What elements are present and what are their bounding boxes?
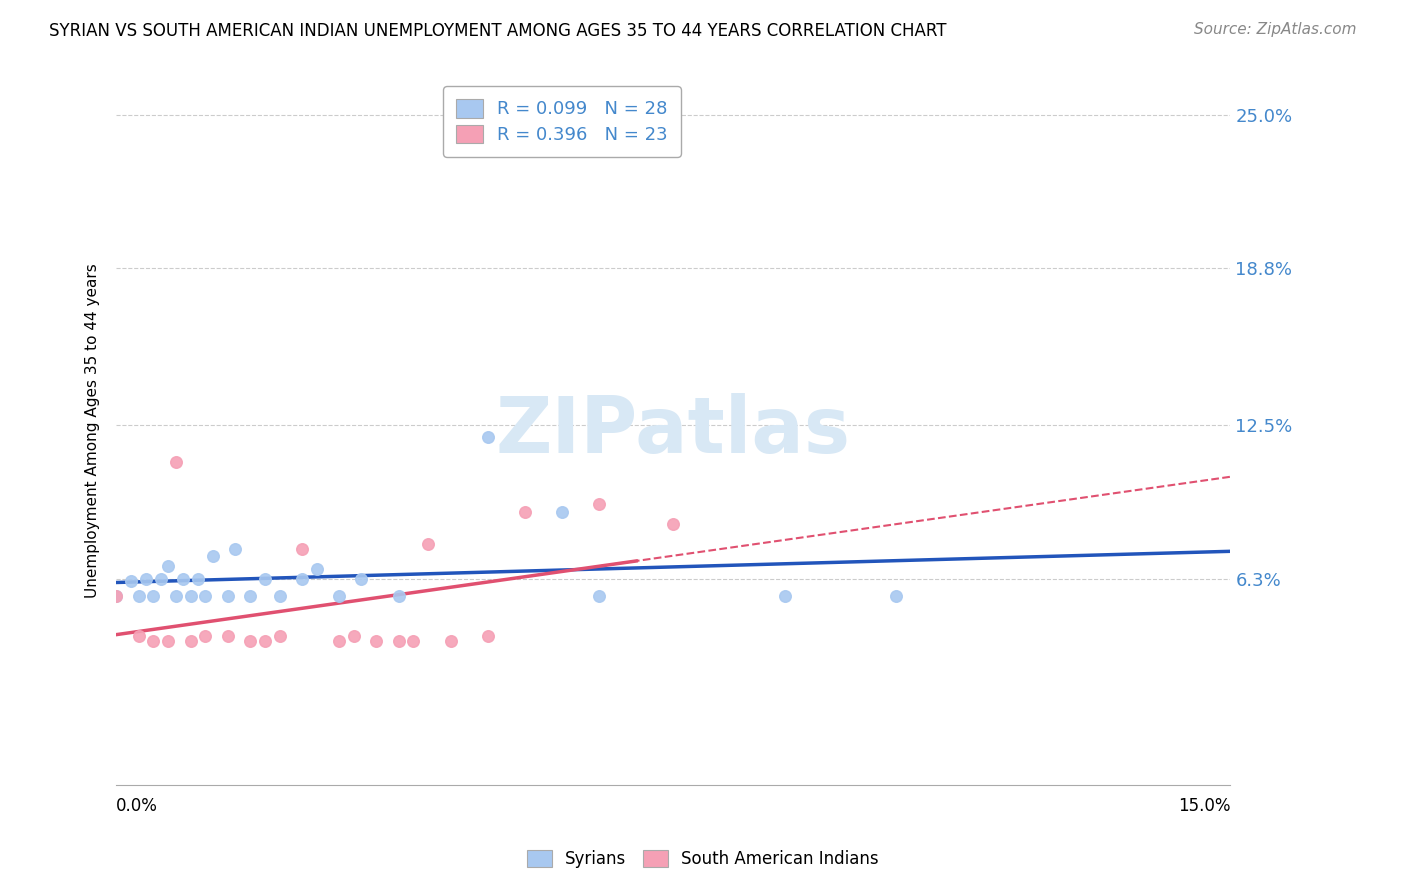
Point xyxy=(239,633,262,648)
Point xyxy=(291,541,314,556)
Point xyxy=(269,629,291,643)
Point xyxy=(328,589,350,603)
Point xyxy=(477,629,499,643)
Legend: Syrians, South American Indians: Syrians, South American Indians xyxy=(520,843,886,875)
Point xyxy=(180,589,202,603)
Point xyxy=(157,559,180,574)
Point xyxy=(588,589,610,603)
Text: ZIPatlas: ZIPatlas xyxy=(496,393,851,469)
Point xyxy=(662,516,685,531)
Point xyxy=(418,537,440,551)
Point xyxy=(142,589,165,603)
Y-axis label: Unemployment Among Ages 35 to 44 years: Unemployment Among Ages 35 to 44 years xyxy=(86,264,100,599)
Point xyxy=(194,629,217,643)
Point xyxy=(224,541,246,556)
Point xyxy=(253,572,276,586)
Point xyxy=(201,549,224,564)
Text: Source: ZipAtlas.com: Source: ZipAtlas.com xyxy=(1194,22,1357,37)
Point xyxy=(120,574,142,588)
Point xyxy=(165,589,187,603)
Point xyxy=(305,562,328,576)
Legend: R = 0.099   N = 28, R = 0.396   N = 23: R = 0.099 N = 28, R = 0.396 N = 23 xyxy=(443,87,681,157)
Point xyxy=(513,505,536,519)
Point xyxy=(773,589,796,603)
Point xyxy=(157,633,180,648)
Point xyxy=(350,572,373,586)
Point xyxy=(142,633,165,648)
Point xyxy=(172,572,194,586)
Point xyxy=(105,589,128,603)
Point xyxy=(343,629,366,643)
Point xyxy=(387,589,409,603)
Point xyxy=(187,572,209,586)
Point xyxy=(194,589,217,603)
Point xyxy=(269,589,291,603)
Point xyxy=(551,505,574,519)
Text: 15.0%: 15.0% xyxy=(1178,797,1230,815)
Point xyxy=(239,589,262,603)
Point xyxy=(128,629,150,643)
Text: SYRIAN VS SOUTH AMERICAN INDIAN UNEMPLOYMENT AMONG AGES 35 TO 44 YEARS CORRELATI: SYRIAN VS SOUTH AMERICAN INDIAN UNEMPLOY… xyxy=(49,22,946,40)
Point xyxy=(291,572,314,586)
Point xyxy=(180,633,202,648)
Point xyxy=(217,589,239,603)
Point xyxy=(253,633,276,648)
Point xyxy=(439,633,461,648)
Point xyxy=(135,572,157,586)
Point xyxy=(165,455,187,469)
Point xyxy=(128,589,150,603)
Point xyxy=(149,572,172,586)
Point xyxy=(366,633,388,648)
Point xyxy=(884,589,907,603)
Text: 0.0%: 0.0% xyxy=(117,797,157,815)
Point xyxy=(477,430,499,444)
Point xyxy=(217,629,239,643)
Point xyxy=(105,589,128,603)
Point xyxy=(328,633,350,648)
Point xyxy=(387,633,409,648)
Point xyxy=(402,633,425,648)
Point xyxy=(588,497,610,511)
